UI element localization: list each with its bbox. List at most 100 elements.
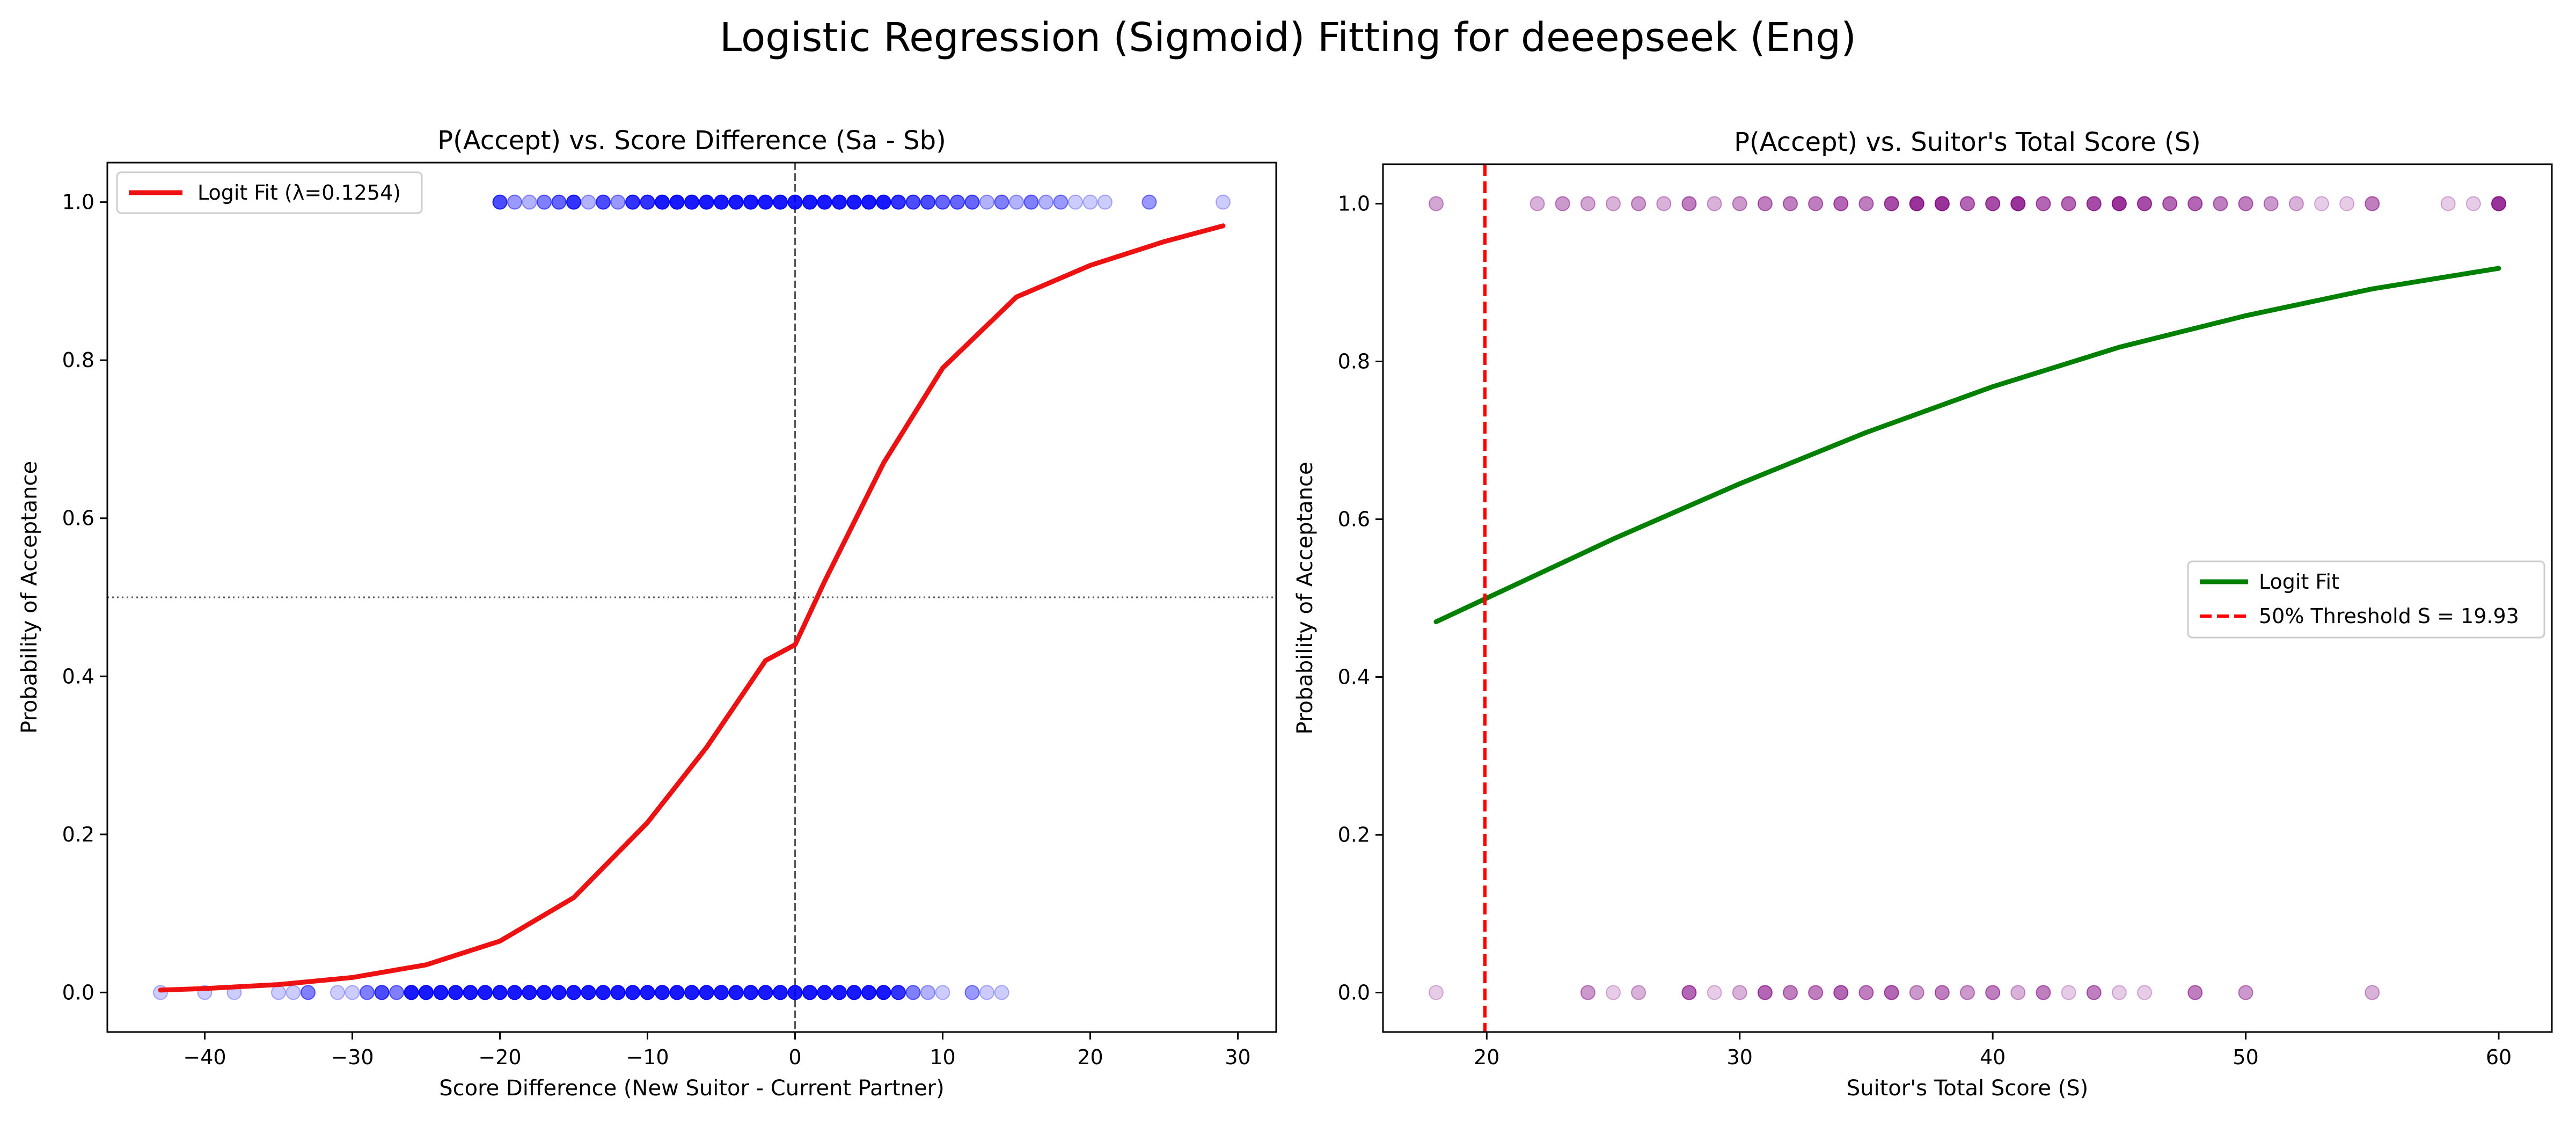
reject-point xyxy=(1681,985,1697,1000)
x-tick-label: −40 xyxy=(183,1045,226,1069)
reject-point xyxy=(360,985,375,1000)
reject-point xyxy=(2365,985,2380,1000)
reject-point xyxy=(492,985,508,1000)
accept-point xyxy=(581,194,596,210)
y-tick-label: 1.0 xyxy=(1338,192,1370,216)
plot-frame xyxy=(106,162,1277,1033)
reject-point xyxy=(404,985,419,1000)
y-tick-label: 0.8 xyxy=(1338,350,1370,374)
accept-point xyxy=(2036,196,2051,211)
accept-point xyxy=(625,194,640,210)
reject-point xyxy=(2187,985,2203,1000)
reject-point xyxy=(551,985,567,1000)
y-tick-label: 0.0 xyxy=(62,980,94,1004)
accept-point xyxy=(596,194,611,210)
accept-point xyxy=(2238,196,2253,211)
reject-point xyxy=(1429,985,1444,1000)
legend-label-threshold: 50% Threshold S = 19.93 xyxy=(2259,604,2519,628)
accept-point xyxy=(1555,196,1570,211)
reject-point xyxy=(478,985,493,1000)
reject-point xyxy=(566,985,581,1000)
accept-point xyxy=(935,194,950,210)
reject-point xyxy=(699,985,714,1000)
accept-point xyxy=(861,194,876,210)
reject-point xyxy=(1833,985,1849,1000)
reject-point xyxy=(684,985,699,1000)
accept-point xyxy=(655,194,670,210)
accept-point xyxy=(1707,196,1722,211)
legend: Logit Fit (λ=0.1254) xyxy=(116,171,423,214)
x-tick-label: 30 xyxy=(1727,1045,1753,1069)
x-tick-label: 20 xyxy=(1474,1045,1499,1069)
accept-point xyxy=(1580,196,1596,211)
accept-point xyxy=(905,194,921,210)
x-tick-label: 20 xyxy=(1077,1045,1103,1069)
fit-curve xyxy=(158,223,1226,993)
accept-point xyxy=(773,194,788,210)
accept-point xyxy=(2288,196,2304,211)
y-tick-label: 0.4 xyxy=(62,664,94,688)
accept-point xyxy=(2314,196,2329,211)
accept-point xyxy=(817,194,832,210)
y-tick-label: 0.2 xyxy=(1338,823,1370,847)
y-tick-label: 0.2 xyxy=(62,823,94,846)
accept-point xyxy=(787,194,803,210)
accept-point xyxy=(1082,194,1098,210)
x-tick-label: −30 xyxy=(331,1045,374,1069)
accept-point xyxy=(1038,194,1053,210)
reject-point xyxy=(448,985,463,1000)
reject-point xyxy=(463,985,478,1000)
reject-point xyxy=(1783,985,1798,1000)
reject-point xyxy=(787,985,803,1000)
reject-point xyxy=(817,985,832,1000)
reject-point xyxy=(433,985,449,1000)
reject-point xyxy=(905,985,921,1000)
reject-point xyxy=(1808,985,1824,1000)
legend-box xyxy=(116,171,423,214)
y-axis-label: Probability of Acceptance xyxy=(17,461,42,734)
x-tick-label: 40 xyxy=(1980,1045,2006,1069)
reject-point xyxy=(758,985,773,1000)
accept-point xyxy=(2465,196,2481,211)
accept-point xyxy=(1216,194,1231,210)
accept-point xyxy=(758,194,773,210)
accept-point xyxy=(537,194,552,210)
legend-box xyxy=(2187,560,2545,639)
accept-point xyxy=(891,194,906,210)
reject-point xyxy=(271,985,286,1000)
accept-point xyxy=(640,194,655,210)
x-tick-label: 50 xyxy=(2233,1045,2258,1069)
accept-point xyxy=(1009,194,1024,210)
accept-point xyxy=(1429,196,1444,211)
accept-point xyxy=(1656,196,1672,211)
reject-point xyxy=(728,985,744,1000)
y-tick-label: 1.0 xyxy=(62,191,94,214)
reject-point xyxy=(994,985,1009,1000)
reject-point xyxy=(286,985,301,1000)
fit-curve xyxy=(1433,266,2501,625)
accept-point xyxy=(964,194,980,210)
accept-point xyxy=(1068,194,1083,210)
accept-point xyxy=(2440,196,2456,211)
reject-point xyxy=(330,985,345,1000)
reject-point xyxy=(1757,985,1773,1000)
accept-point xyxy=(994,194,1009,210)
accept-point xyxy=(684,194,699,210)
reject-point xyxy=(655,985,670,1000)
reject-point xyxy=(581,985,596,1000)
legend-label-fit: Logit Fit (λ=0.1254) xyxy=(197,181,401,204)
accept-point xyxy=(1631,196,1646,211)
reject-point xyxy=(596,985,611,1000)
accept-point xyxy=(1097,194,1113,210)
accept-point xyxy=(832,194,847,210)
accept-point xyxy=(1023,194,1039,210)
accept-point xyxy=(1858,196,1874,211)
reject-point xyxy=(846,985,862,1000)
reject-point xyxy=(1606,985,1621,1000)
accept-point xyxy=(2061,196,2076,211)
x-axis-label: Score Difference (New Suitor - Current P… xyxy=(439,1076,944,1101)
x-tick-label: 60 xyxy=(2486,1045,2512,1069)
accept-point xyxy=(507,194,522,210)
reject-point xyxy=(2137,985,2152,1000)
